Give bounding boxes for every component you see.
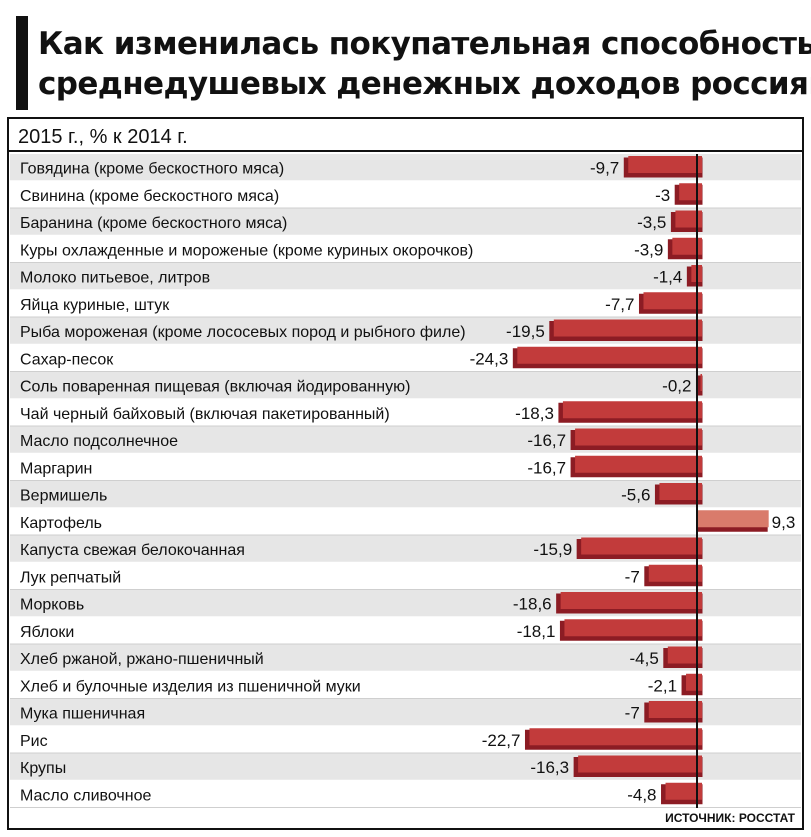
value-label: -4,8 [627, 785, 656, 804]
category-label: Капуста свежая белокочанная [20, 542, 245, 559]
bar [578, 755, 702, 773]
value-label: -18,1 [517, 622, 556, 641]
category-label: Морковь [20, 597, 84, 614]
value-labels: -9,7 -3 -3,5 -3,9 -1,4 -7,7 -19,5 -24,3 -0,2 -18,… [470, 159, 796, 805]
category-label: Маргарин [20, 460, 92, 477]
bars-group [512, 156, 769, 805]
bar [679, 183, 702, 201]
bar [628, 156, 702, 173]
value-label: -7,7 [605, 295, 634, 314]
value-label: -18,3 [515, 404, 554, 423]
bar [562, 401, 702, 419]
category-label: Хлеб ржаной, ржано-пшеничный [20, 651, 264, 668]
category-label: Яблоки [20, 624, 74, 641]
category-labels: Говядина (кроме бескостного мяса) Свинина… [20, 161, 473, 805]
value-label: -3 [655, 186, 670, 205]
bar [564, 619, 702, 637]
category-label: Лук репчатый [20, 569, 121, 586]
value-label: -16,7 [527, 431, 566, 450]
value-label: -16,7 [527, 458, 566, 477]
row-band [10, 372, 801, 399]
bar [675, 210, 702, 228]
bar [517, 346, 702, 364]
bar [560, 592, 702, 609]
chart-header: Как изменилась покупательная способность… [8, 0, 811, 118]
row-band [10, 263, 801, 290]
value-label: -18,6 [513, 595, 552, 614]
value-label: 9,3 [772, 513, 796, 532]
bar [581, 537, 702, 555]
value-label: -7 [625, 567, 640, 586]
value-label: -22,7 [482, 731, 521, 750]
chart-title-line-1: Как изменилась покупательная способность [38, 26, 811, 62]
bar [665, 782, 702, 800]
value-label: -5,6 [621, 486, 650, 505]
value-label: -3,9 [634, 240, 663, 259]
bar [672, 237, 702, 255]
bar [529, 728, 702, 746]
value-label: -16,3 [530, 758, 569, 777]
category-label: Хлеб и булочные изделия из пшеничной мук… [20, 678, 361, 695]
value-label: -7 [625, 704, 640, 723]
category-label: Мука пшеничная [20, 706, 145, 723]
category-label: Вермишель [20, 488, 107, 505]
category-label: Баранина (кроме бескостного мяса) [20, 215, 287, 232]
chart-frame [7, 117, 804, 830]
value-label: -19,5 [506, 322, 545, 341]
bar [648, 564, 702, 582]
value-label: -3,5 [637, 213, 666, 232]
category-label: Сахар-песок [20, 351, 114, 368]
category-label: Чай черный байховый (включая пакетирован… [20, 406, 390, 423]
source-note: ИСТОЧНИК: РОССТАТ [665, 811, 796, 825]
category-label: Картофель [20, 515, 102, 532]
bar [686, 673, 702, 691]
category-label: Масло подсолнечное [20, 433, 178, 450]
category-label: Куры охлажденные и мороженые (кроме кури… [20, 242, 473, 259]
value-label: -1,4 [653, 268, 682, 287]
title-accent-bar [16, 16, 28, 110]
value-label: -9,7 [590, 159, 619, 178]
bar [667, 646, 702, 664]
category-label: Рис [20, 733, 48, 750]
category-label: Яйца куриные, штук [20, 297, 170, 314]
bar [643, 292, 702, 310]
value-label: -4,5 [630, 649, 659, 668]
bar [648, 701, 702, 718]
bar [659, 483, 702, 500]
category-label: Молоко питьевое, литров [20, 270, 210, 287]
category-label: Крупы [20, 760, 66, 777]
bar [575, 455, 702, 473]
bar [698, 510, 769, 528]
category-label: Свинина (кроме бескостного мяса) [20, 188, 279, 205]
value-label: -15,9 [533, 540, 572, 559]
category-label: Соль поваренная пищевая (включая йодиров… [20, 379, 410, 396]
bar [575, 428, 702, 446]
bar-shadow [695, 375, 703, 396]
category-label: Рыба мороженая (кроме лососевых пород и … [20, 324, 466, 341]
category-label: Масло сливочное [20, 787, 151, 804]
chart-subtitle: 2015 г., % к 2014 г. [18, 126, 188, 148]
chart-title-line-2: среднедушевых денежных доходов россиян [38, 66, 811, 102]
category-label: Говядина (кроме бескостного мяса) [20, 161, 284, 178]
bar [553, 319, 702, 337]
value-label: -2,1 [648, 676, 677, 695]
bar [700, 374, 702, 391]
value-label: -24,3 [470, 349, 509, 368]
value-label: -0,2 [662, 377, 691, 396]
row-band [10, 208, 801, 235]
